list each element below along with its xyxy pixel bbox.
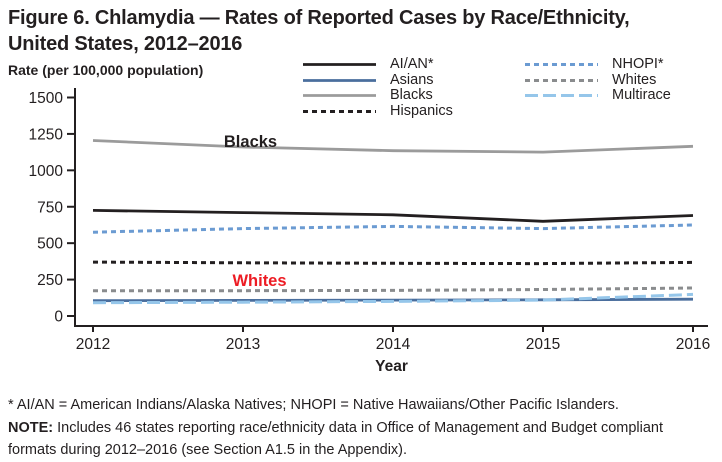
note-text: Includes 46 states reporting race/ethnic…: [8, 419, 664, 459]
series-line-nhopi: [92, 223, 694, 234]
annotation-blacks: Blacks: [224, 133, 277, 151]
y-tick-label: 250: [37, 272, 63, 289]
legend-line-sample: [303, 78, 376, 82]
y-tick-label: 1500: [29, 90, 64, 107]
x-tick-label: 2016: [676, 336, 710, 353]
series-line-blacks: [92, 139, 694, 154]
legend-column-2: NHOPI* Whites Multirace: [525, 56, 671, 104]
figure-title-line1: Figure 6. Chlamydia — Rates of Reported …: [8, 7, 630, 29]
legend-item-hispanics: Hispanics: [303, 102, 453, 120]
x-tick-label: 2015: [526, 336, 560, 353]
legend-line-sample: [303, 109, 376, 113]
y-tick-label: 0: [54, 309, 63, 326]
legend-label: AI/AN*: [390, 56, 434, 72]
legend-item-multirace: Multirace: [525, 87, 671, 104]
series-line-multirace: [92, 292, 694, 305]
chart-plot-area: 0 250 500 750 1000 1250 1500 2012 2013 2014 2015 20…: [29, 88, 710, 353]
legend-line-sample: [525, 78, 598, 82]
legend-item-whites: Whites: [525, 71, 671, 89]
y-axis-title: Rate (per 100,000 population): [8, 62, 204, 78]
legend-item-asians: Asians: [303, 71, 453, 89]
legend-label: Hispanics: [390, 102, 453, 119]
series-line-whites: [93, 286, 694, 293]
x-axis-title: Year: [375, 358, 408, 375]
y-tick-label: 750: [37, 199, 63, 216]
x-tick-label: 2012: [76, 336, 110, 353]
footnote-definitions: * AI/AN = American Indians/Alaska Native…: [8, 397, 619, 413]
footnote-note: NOTE: Includes 46 states reporting race/…: [8, 417, 670, 462]
figure-title: Figure 6. Chlamydia — Rates of Reported …: [8, 5, 718, 57]
legend-label: Whites: [612, 71, 657, 88]
series-line-hispanics: [92, 260, 694, 266]
footnotes: * AI/AN = American Indians/Alaska Native…: [8, 394, 670, 462]
legend-line-sample: [525, 94, 598, 98]
legend-line-sample: [303, 63, 376, 67]
figure-title-line2: United States, 2012–2016: [8, 33, 243, 55]
legend-label: Blacks: [390, 87, 433, 103]
legend-item-blacks: Blacks: [303, 87, 453, 104]
legend-label: NHOPI*: [612, 56, 664, 72]
series-line-aian: [92, 209, 694, 223]
legend-item-nhopi: NHOPI*: [525, 56, 671, 73]
legend-label: Asians: [390, 71, 434, 88]
legend-line-sample: [303, 94, 376, 98]
x-tick-label: 2013: [226, 336, 260, 353]
y-tick-label: 1250: [29, 126, 64, 143]
note-label: NOTE:: [8, 419, 54, 436]
y-tick-label: 1000: [29, 163, 64, 180]
x-tick-label: 2014: [376, 336, 411, 353]
legend-line-sample: [525, 63, 598, 67]
legend-column-1: AI/AN* Asians Blacks Hispanics: [303, 56, 453, 120]
annotation-whites: Whites: [232, 272, 286, 290]
legend-item-aian: AI/AN*: [303, 56, 453, 73]
legend-label: Multirace: [612, 87, 671, 103]
y-tick-label: 500: [37, 236, 63, 253]
